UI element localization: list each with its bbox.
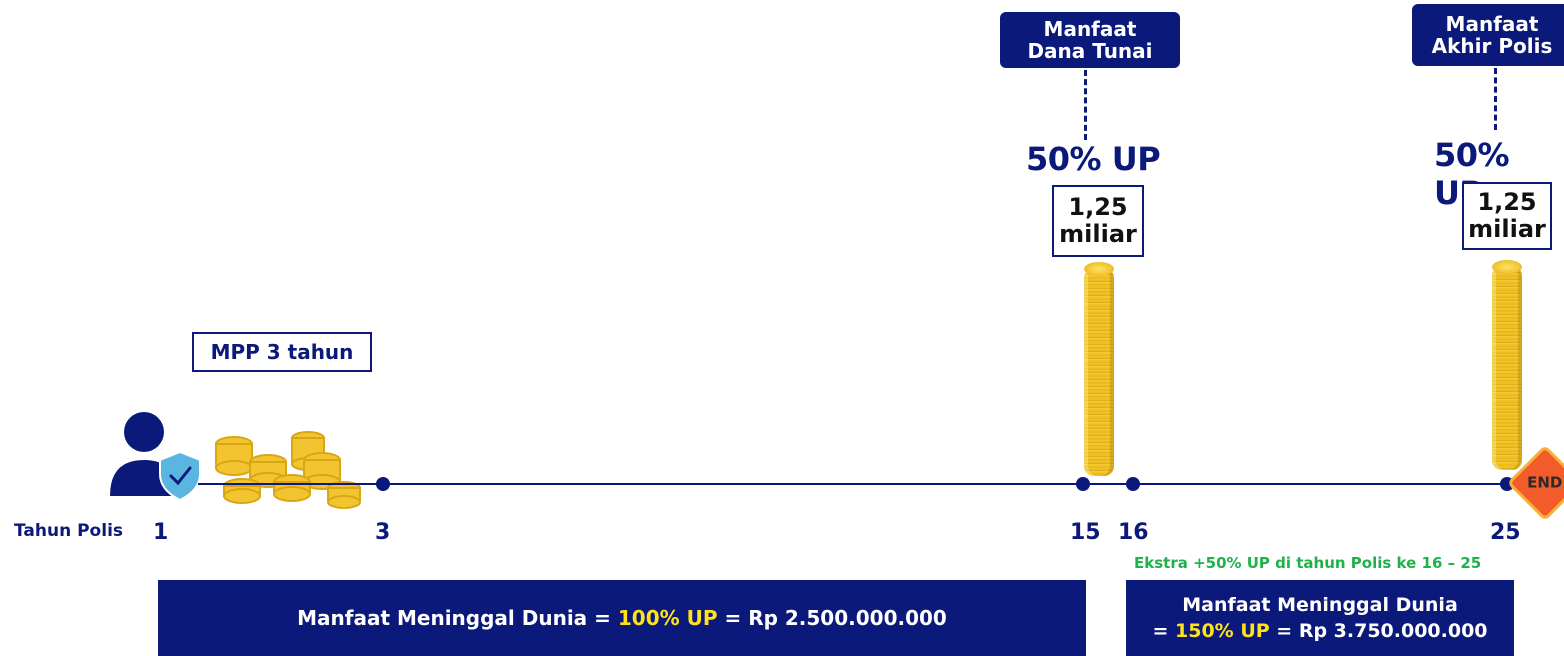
tahun-polis-label: Tahun Polis: [14, 521, 124, 541]
timeline-dot-15: [1076, 477, 1090, 491]
mpp-label-box: MPP 3 tahun: [192, 332, 372, 372]
amount-value: 1,25: [1068, 193, 1128, 221]
mpp-label: MPP 3 tahun: [210, 340, 354, 364]
amount-value: 1,25: [1477, 188, 1537, 216]
benefit-suffix: = Rp 2.500.000.000: [717, 606, 947, 630]
tag-line-2: Dana Tunai: [1027, 39, 1153, 63]
timeline-dot-3: [376, 477, 390, 491]
year-label-16: 16: [1118, 520, 1149, 545]
benefit-bar-100: Manfaat Meninggal Dunia = 100% UP = Rp 2…: [158, 580, 1086, 656]
coin-pile-icon: [215, 431, 361, 509]
benefit-bar-150: Manfaat Meninggal Dunia = 150% UP = Rp 3…: [1126, 580, 1514, 656]
coin-stack-top: [1084, 262, 1114, 276]
dana-tunai-percent: 50% UP: [1026, 140, 1161, 178]
year-label-3: 3: [375, 520, 391, 545]
coin-stack-icon: [1084, 268, 1114, 476]
tag-line-1: Manfaat: [1445, 12, 1539, 36]
dashed-connector: [1084, 70, 1087, 140]
benefit-bar-100-text: Manfaat Meninggal Dunia = 100% UP = Rp 2…: [297, 605, 947, 631]
benefit-prefix: =: [1152, 620, 1175, 642]
benefit-bar-150-line1: Manfaat Meninggal Dunia: [1182, 594, 1458, 616]
dashed-connector: [1494, 68, 1497, 130]
ekstra-note: Ekstra +50% UP di tahun Polis ke 16 – 25: [1134, 554, 1482, 572]
akhir-polis-amount-box: 1,25 miliar: [1462, 182, 1552, 250]
benefit-highlight: 100% UP: [617, 606, 718, 630]
dana-tunai-amount-box: 1,25 miliar: [1052, 185, 1144, 257]
benefit-prefix: Manfaat Meninggal Dunia =: [297, 606, 618, 630]
coin-stack-icon: [1492, 266, 1522, 470]
year-label-15: 15: [1070, 520, 1101, 545]
benefit-highlight: 150% UP: [1175, 620, 1270, 642]
tag-line-1: Manfaat: [1043, 17, 1137, 41]
year-label-1: 1: [153, 520, 169, 545]
benefit-suffix: = Rp 3.750.000.000: [1269, 620, 1488, 642]
timeline-axis: [198, 483, 1510, 485]
coin-stack-top: [1492, 260, 1522, 274]
year-label-25: 25: [1490, 520, 1521, 545]
user-shield-icon: [110, 412, 201, 500]
timeline-dot-16: [1126, 477, 1140, 491]
benefit-bar-150-line2: = 150% UP = Rp 3.750.000.000: [1152, 618, 1487, 644]
amount-unit: miliar: [1059, 220, 1137, 248]
end-sign-text: END: [1527, 473, 1563, 492]
manfaat-dana-tunai-tag: Manfaat Dana Tunai: [1000, 12, 1180, 68]
manfaat-akhir-polis-tag: Manfaat Akhir Polis: [1412, 4, 1564, 66]
amount-unit: miliar: [1468, 215, 1546, 243]
tag-line-2: Akhir Polis: [1431, 34, 1553, 58]
